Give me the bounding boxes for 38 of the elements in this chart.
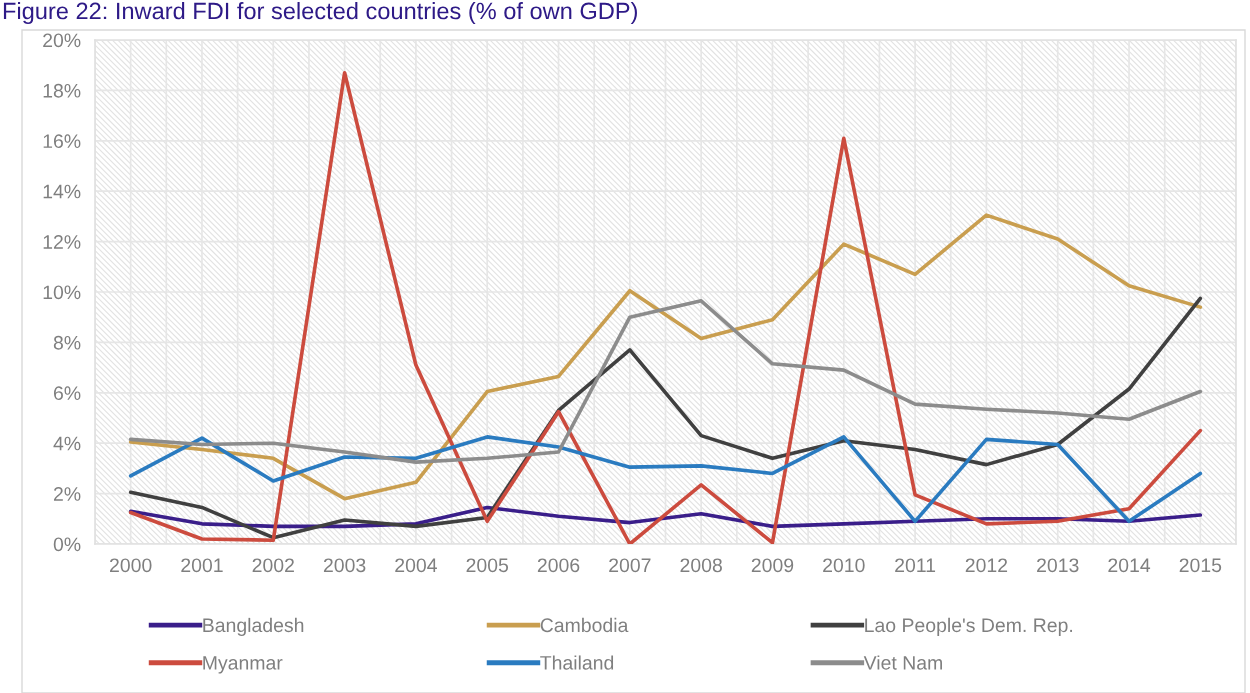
x-tick-label: 2012	[965, 558, 1008, 573]
legend-label: Lao People's Dem. Rep.	[865, 617, 1073, 636]
x-tick-label: 2005	[466, 558, 509, 573]
y-tick-label: 18%	[43, 83, 81, 98]
x-tick-label: 2008	[680, 558, 722, 573]
x-tick-label: 2000	[110, 558, 152, 573]
y-tick-label: 12%	[43, 235, 81, 249]
legend-label: Viet Nam	[863, 655, 942, 670]
x-tick-label: 2014	[1108, 558, 1151, 573]
y-tick-label: 14%	[43, 184, 81, 199]
line-series	[128, 299, 1203, 464]
x-tick-label: 2015	[1179, 558, 1222, 573]
line-series	[128, 213, 1203, 501]
x-tick-label: 2003	[323, 558, 366, 573]
x-tick-label: 2007	[609, 558, 651, 573]
legend-label: Thailand	[540, 655, 614, 670]
legend-label: Cambodia	[540, 617, 629, 633]
x-tick-label: 2009	[751, 558, 794, 573]
legend-label: Bangladesh	[203, 617, 304, 636]
y-tick-label: 10%	[43, 285, 81, 300]
x-tick-label: 2011	[895, 558, 936, 573]
y-tick-label: 8%	[53, 335, 81, 350]
y-tick-label: 0%	[53, 537, 81, 552]
chart-title: Figure 22: Inward FDI for selected countries (% of own GDP)	[3, 2, 637, 25]
y-tick-label: 20%	[43, 33, 81, 48]
legend-label: Myanmar	[203, 656, 283, 674]
x-tick-label: 2006	[537, 558, 580, 573]
x-tick-label: 2002	[252, 558, 294, 573]
line-series	[128, 70, 1203, 544]
y-tick-label: 6%	[54, 386, 81, 401]
y-tick-label: 16%	[43, 134, 81, 149]
y-tick-label: 2%	[53, 487, 81, 501]
line-series	[128, 435, 1203, 524]
y-tick-label: 4%	[53, 436, 81, 451]
x-tick-label: 2001	[181, 558, 223, 573]
x-tick-label: 2013	[1037, 558, 1079, 573]
x-tick-label: 2010	[823, 558, 865, 573]
x-tick-label: 2004	[395, 558, 437, 573]
